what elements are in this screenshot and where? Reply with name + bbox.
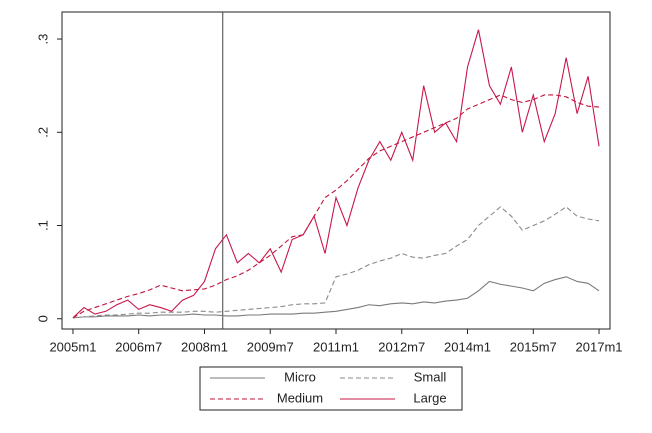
x-tick-label: 2008m1 — [181, 339, 228, 354]
legend-label: Large — [413, 390, 446, 405]
legend-label: Small — [414, 369, 447, 384]
y-tick-label: .3 — [35, 34, 50, 45]
plot-frame — [61, 11, 611, 330]
legend-box — [199, 366, 463, 411]
x-tick-label: 2017m1 — [576, 339, 623, 354]
y-tick-label: .2 — [35, 127, 50, 138]
series-line — [72, 29, 600, 319]
y-tick-label: 0 — [35, 315, 50, 322]
y-tick-label: .1 — [35, 220, 50, 231]
x-tick-label: 2015m7 — [510, 339, 557, 354]
x-tick-label: 2012m7 — [378, 339, 425, 354]
series-line — [72, 276, 600, 319]
x-tick-label: 2011m1 — [313, 339, 359, 354]
x-tick-label: 2014m1 — [444, 339, 491, 354]
legend-label: Micro — [284, 369, 316, 384]
series-line — [72, 94, 600, 319]
x-tick-label: 2005m1 — [49, 339, 96, 354]
x-tick-label: 2009m7 — [247, 339, 294, 354]
legend-label: Medium — [277, 390, 323, 405]
x-tick-label: 2006m7 — [115, 339, 162, 354]
series-line — [72, 206, 600, 319]
